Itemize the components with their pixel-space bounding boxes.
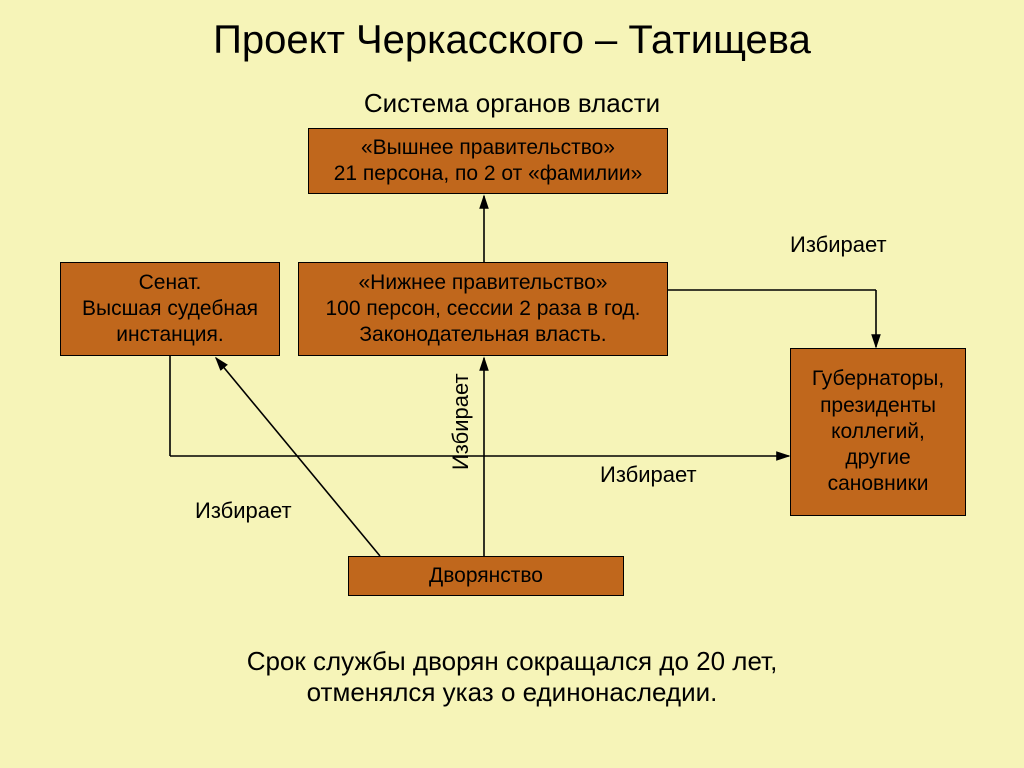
label-elects_top_right: Избирает bbox=[790, 232, 887, 258]
edge-nobility_diag bbox=[216, 358, 380, 556]
node-lower_gov: «Нижнее правительство»100 персон, сессии… bbox=[298, 262, 668, 356]
node-nobility-text: Дворянство bbox=[429, 563, 543, 589]
node-top_gov-text: «Вышнее правительство»21 персона, по 2 о… bbox=[334, 135, 643, 188]
footer-text: Срок службы дворян сокращался до 20 лет,… bbox=[0, 646, 1024, 708]
node-senate-text: Сенат.Высшая судебнаяинстанция. bbox=[82, 270, 258, 349]
slide-title: Проект Черкасского – Татищева bbox=[0, 18, 1024, 63]
label-elects_vertical: Избирает bbox=[448, 373, 474, 470]
label-elects_bottom_left: Избирает bbox=[195, 498, 292, 524]
node-top_gov: «Вышнее правительство»21 персона, по 2 о… bbox=[308, 128, 668, 194]
node-senate: Сенат.Высшая судебнаяинстанция. bbox=[60, 262, 280, 356]
diagram-root: Проект Черкасского – Татищева Система ор… bbox=[0, 0, 1024, 768]
node-governors: Губернаторы,президентыколлегий,другиесан… bbox=[790, 348, 966, 516]
node-nobility: Дворянство bbox=[348, 556, 624, 596]
label-elects_mid_right: Избирает bbox=[600, 462, 697, 488]
node-lower_gov-text: «Нижнее правительство»100 персон, сессии… bbox=[325, 270, 640, 349]
node-governors-text: Губернаторы,президентыколлегий,другиесан… bbox=[812, 366, 944, 497]
slide-subtitle: Система органов власти bbox=[0, 88, 1024, 119]
